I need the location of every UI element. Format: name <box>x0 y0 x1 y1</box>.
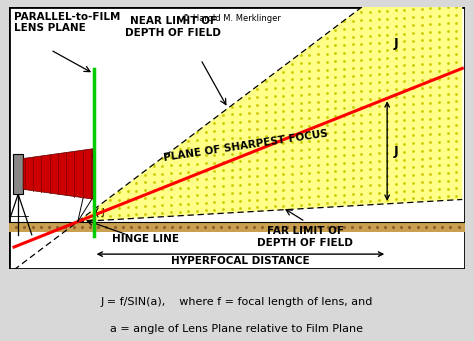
Text: FAR LIMIT OF
DEPTH OF FIELD: FAR LIMIT OF DEPTH OF FIELD <box>257 226 353 248</box>
Text: J: J <box>394 36 399 49</box>
Text: J: J <box>394 145 399 158</box>
Text: J = f/SIN(a),    where f = focal length of lens, and: J = f/SIN(a), where f = focal length of … <box>101 297 373 307</box>
Bar <box>13 153 23 194</box>
Bar <box>9 222 465 232</box>
Text: © Harold M. Merklinger: © Harold M. Merklinger <box>182 14 281 23</box>
Text: HINGE LINE: HINGE LINE <box>112 234 180 243</box>
Text: NEAR LIMIT OF
DEPTH OF FIELD: NEAR LIMIT OF DEPTH OF FIELD <box>125 16 221 38</box>
Polygon shape <box>78 0 462 222</box>
Text: PARALLEL-to-FILM
LENS PLANE: PARALLEL-to-FILM LENS PLANE <box>14 12 120 33</box>
Polygon shape <box>23 149 93 199</box>
Text: HYPERFOCAL DISTANCE: HYPERFOCAL DISTANCE <box>171 255 310 266</box>
Text: J: J <box>102 208 104 217</box>
Text: a = angle of Lens Plane relative to Film Plane: a = angle of Lens Plane relative to Film… <box>110 324 364 334</box>
Text: PLANE OF SHARPEST FOCUS: PLANE OF SHARPEST FOCUS <box>163 129 328 163</box>
